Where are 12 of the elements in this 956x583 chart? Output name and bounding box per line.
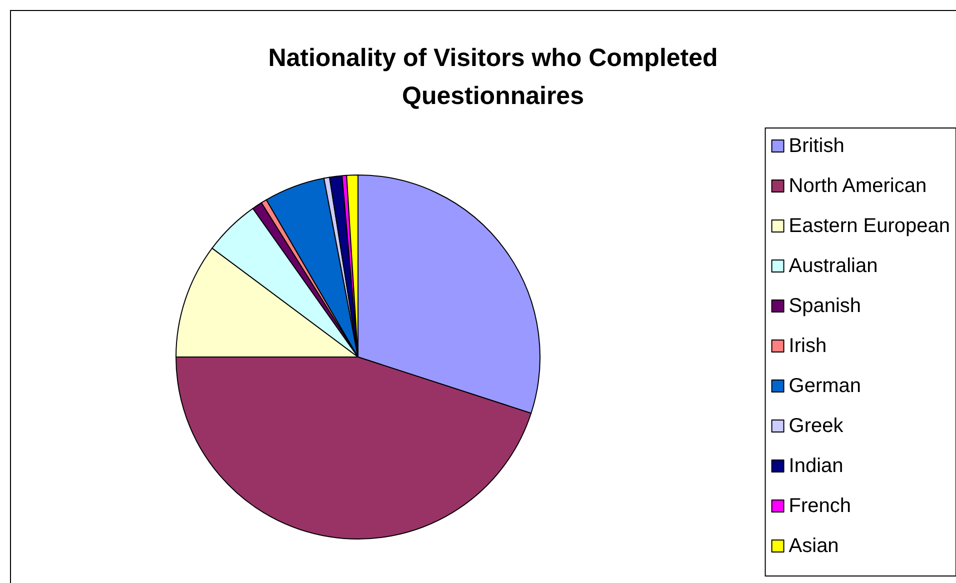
legend-label: Spanish	[788, 295, 862, 317]
legend-label: Asian	[788, 535, 839, 557]
legend-label: Irish	[788, 335, 827, 357]
chart-title: Nationality of Visitors who Completed Questionnaires	[268, 44, 718, 110]
legend-label: Eastern European	[788, 215, 950, 237]
legend-label: British	[788, 135, 844, 157]
legend-label: North American	[788, 175, 927, 197]
legend-label: Greek	[788, 415, 844, 437]
legend-label: French	[788, 495, 852, 517]
legend-label: Australian	[788, 255, 878, 277]
legend-label: Indian	[788, 455, 844, 477]
legend-label: German	[788, 375, 862, 397]
